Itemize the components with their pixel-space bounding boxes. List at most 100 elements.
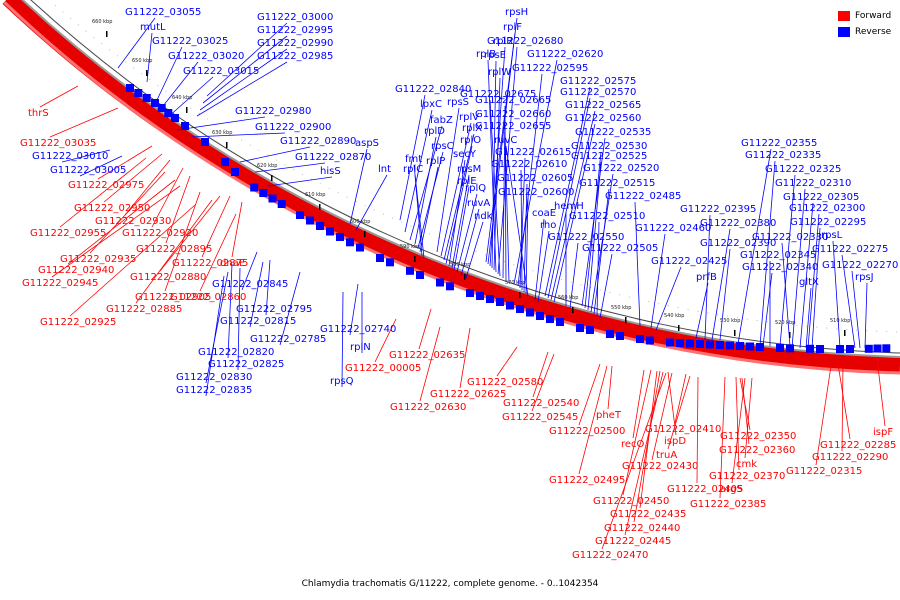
reverse-gene-block: [636, 335, 644, 343]
reverse-gene-label: G11222_02600: [498, 187, 574, 198]
reverse-gene-label: G11222_02535: [575, 127, 651, 138]
reverse-label-leader: [79, 155, 123, 177]
forward-label-leader: [532, 351, 549, 398]
reverse-gene-label: G11222_02830: [176, 372, 252, 383]
forward-gene-label: dnaE: [220, 258, 245, 269]
reverse-gene-label: fabZ: [430, 115, 453, 126]
reverse-gene-label: secY: [453, 149, 477, 160]
forward-gene-label: recO: [621, 439, 645, 450]
reverse-label-leader: [443, 133, 475, 261]
reverse-gene-label: G11222_02485: [605, 191, 681, 202]
reverse-gene-block: [356, 243, 364, 252]
reverse-gene-label: G11222_02295: [790, 217, 866, 228]
forward-label-leader: [876, 357, 886, 427]
reverse-label-leader: [807, 213, 820, 349]
reverse-gene-block: [259, 189, 268, 197]
reverse-label-leader: [695, 282, 709, 339]
reverse-gene-label: G11222_02815: [220, 316, 296, 327]
reverse-gene-block: [268, 194, 277, 203]
forward-label-leader: [201, 195, 231, 258]
reverse-label-leader: [634, 201, 641, 327]
reverse-label-leader: [206, 22, 288, 97]
kbp-tick: [186, 107, 188, 113]
forward-label-leader: [815, 365, 832, 466]
reverse-gene-label: G11222_02795: [236, 304, 312, 315]
reverse-label-leader: [202, 35, 288, 104]
forward-label-leader: [841, 364, 844, 452]
forward-label-leader: [124, 159, 171, 216]
kbp-tick: [678, 325, 680, 331]
forward-label-leader: [103, 153, 163, 203]
forward-label-leader: [164, 191, 201, 292]
forward-label-leader: [633, 370, 661, 523]
forward-label-leader: [837, 363, 851, 440]
reverse-gene-block: [142, 94, 151, 102]
forward-gene-label: G11222_02635: [389, 350, 465, 361]
reverse-gene-label: G11222_03005: [50, 165, 126, 176]
forward-label-leader: [59, 157, 147, 228]
forward-gene-label: G11222_02625: [430, 389, 506, 400]
reverse-label-leader: [451, 174, 470, 269]
reverse-gene-label: G11222_02310: [775, 178, 851, 189]
reverse-gene-block: [157, 104, 166, 112]
forward-label-leader: [418, 308, 432, 350]
reverse-label-leader: [199, 48, 288, 111]
forward-label-leader: [744, 377, 753, 459]
reverse-label-leader: [241, 251, 258, 291]
reverse-gene-label: G11222_02275: [812, 244, 888, 255]
forward-label-leader: [89, 171, 166, 254]
legend-forward: Forward: [838, 8, 891, 24]
reverse-gene-block: [676, 339, 684, 347]
forward-label-leader: [97, 145, 153, 180]
reverse-gene-label: G11222_02550: [548, 232, 624, 243]
reverse-gene-block: [706, 340, 714, 349]
forward-label-leader: [159, 195, 221, 272]
forward-label-leader: [135, 199, 213, 304]
forward-gene-label: G11222_02360: [719, 445, 795, 456]
reverse-label-leader: [781, 242, 791, 347]
reverse-gene-label: G11222_02530: [571, 141, 647, 152]
reverse-gene-block: [526, 308, 534, 317]
reverse-gene-label: G11222_02305: [783, 192, 859, 203]
legend-reverse-label: Reverse: [855, 27, 892, 37]
reverse-label-leader: [417, 151, 444, 249]
forward-gene-label: argS: [720, 484, 743, 495]
reverse-gene-label: gltX: [799, 277, 819, 288]
reverse-label-leader: [811, 227, 821, 349]
forward-label-leader: [199, 213, 237, 292]
forward-label-leader: [731, 377, 746, 484]
forward-label-leader: [49, 107, 119, 138]
reverse-gene-label: lpxC: [420, 99, 442, 110]
forward-gene-label: G11222_02935: [60, 254, 136, 265]
kbp-tick-label: 510 kbp: [830, 318, 850, 324]
reverse-gene-label: G11222_02605: [497, 173, 573, 184]
reverse-gene-label: fmt: [405, 154, 422, 165]
reverse-label-leader: [254, 162, 326, 173]
reverse-label-leader: [456, 193, 478, 273]
reverse-label-leader: [355, 174, 388, 231]
reverse-swatch: [838, 27, 850, 37]
reverse-gene-block: [476, 292, 484, 300]
reverse-gene-label: G11222_03000: [257, 12, 333, 23]
reverse-gene-block: [516, 305, 524, 313]
reverse-label-leader: [237, 267, 241, 371]
reverse-gene-label: G11222_02595: [512, 63, 588, 74]
reverse-label-leader: [487, 59, 497, 273]
reverse-label-leader: [593, 188, 610, 315]
reverse-label-leader: [587, 161, 602, 311]
reverse-gene-block: [306, 216, 314, 225]
reverse-gene-block: [386, 258, 394, 267]
reverse-gene-label: rplO: [460, 135, 481, 146]
reverse-gene-label: G11222_02980: [235, 106, 311, 117]
reverse-gene-label: hisS: [320, 166, 341, 177]
forward-label-leader: [651, 372, 673, 461]
forward-gene-label: G11222_02925: [40, 317, 116, 328]
reverse-gene-label: G11222_02665: [475, 95, 551, 106]
reverse-gene-label: rplQ: [465, 183, 486, 194]
reverse-gene-label: rplW: [488, 67, 511, 78]
kbp-tick-label: 550 kbp: [611, 305, 631, 311]
reverse-gene-block: [466, 289, 474, 297]
reverse-gene-block: [786, 344, 794, 353]
forward-gene-label: G11222_02440: [604, 523, 680, 534]
reverse-gene-label: rpsS: [447, 97, 469, 108]
